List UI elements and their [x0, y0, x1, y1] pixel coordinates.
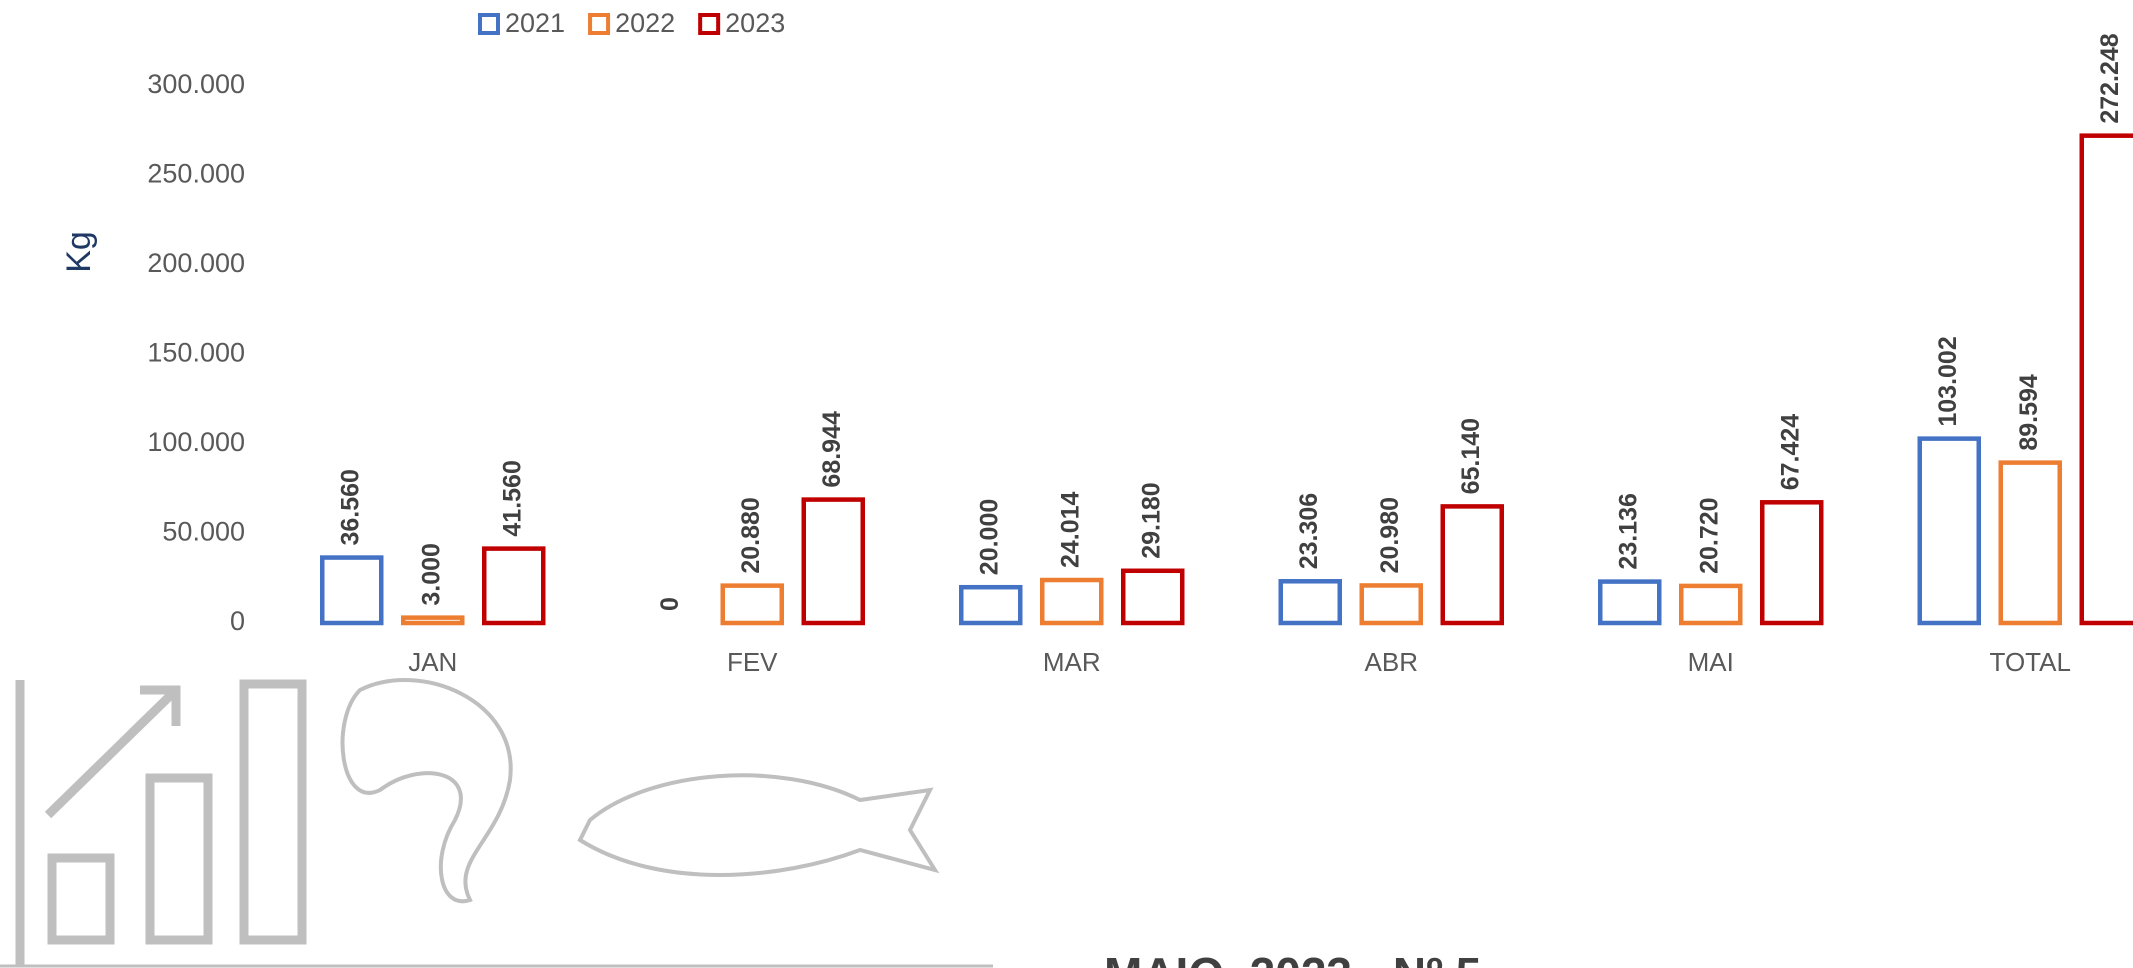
bar [2001, 463, 2060, 623]
page: MAIO, 2023 - Nº 5 Kg 0 50.000 100.000 150.0… [0, 0, 2133, 968]
bar [484, 549, 543, 623]
x-tick-label: TOTAL [1990, 647, 2071, 677]
bar [403, 618, 462, 623]
value-label: 67.424 [1776, 414, 1804, 491]
x-tick-label: MAI [1688, 647, 1734, 677]
value-label: 89.594 [2015, 374, 2043, 451]
decorative-icons [20, 680, 935, 966]
value-label: 20.720 [1695, 497, 1723, 573]
value-label: 20.000 [975, 499, 1003, 575]
y-tick-label: 300.000 [147, 69, 245, 99]
footer-title: MAIO, 2023 - Nº 5 [1104, 948, 1481, 968]
legend-label: 2023 [725, 8, 785, 38]
legend-swatch [590, 15, 608, 33]
value-label: 68.944 [818, 411, 846, 488]
bar [723, 586, 782, 623]
value-label: 36.560 [336, 469, 364, 545]
value-label: 0 [656, 597, 684, 611]
y-tick-label: 150.000 [147, 338, 245, 368]
bar [1123, 571, 1182, 623]
x-tick-label: FEV [727, 647, 778, 677]
bar [1600, 582, 1659, 623]
bar [1281, 581, 1340, 623]
x-tick-label: MAR [1043, 647, 1101, 677]
legend-label: 2021 [505, 8, 565, 38]
x-tick-label: JAN [408, 647, 457, 677]
bar [1920, 439, 1979, 623]
value-label: 24.014 [1056, 491, 1084, 568]
bar [1762, 502, 1821, 623]
bar [1042, 580, 1101, 623]
y-tick-label: 200.000 [147, 248, 245, 278]
bar [1681, 586, 1740, 623]
value-label: 20.880 [737, 497, 765, 573]
bar [804, 500, 863, 623]
value-label: 272.248 [2096, 33, 2124, 123]
y-axis-label: Kg [60, 231, 98, 273]
y-tick-label: 100.000 [147, 427, 245, 457]
value-label: 29.180 [1137, 482, 1165, 558]
chart: MAIO, 2023 - Nº 5 Kg 0 50.000 100.000 150.0… [0, 0, 2133, 968]
y-tick-label: 250.000 [147, 159, 245, 189]
value-label: 3.000 [417, 543, 445, 606]
y-tick-label: 0 [230, 606, 245, 636]
bar [2082, 136, 2133, 623]
value-label: 23.136 [1614, 493, 1642, 569]
value-label: 65.140 [1457, 418, 1485, 494]
value-label: 41.560 [498, 460, 526, 536]
value-label: 20.980 [1376, 497, 1404, 573]
bar [1443, 506, 1502, 623]
bar [1362, 585, 1421, 623]
bar [322, 558, 381, 623]
legend-label: 2022 [615, 8, 675, 38]
legend-swatch [700, 15, 718, 33]
y-tick-label: 50.000 [162, 517, 245, 547]
legend-swatch [480, 15, 498, 33]
value-label: 23.306 [1295, 493, 1323, 569]
value-label: 103.002 [1934, 336, 1962, 426]
x-tick-label: ABR [1365, 647, 1418, 677]
bar [961, 587, 1020, 623]
